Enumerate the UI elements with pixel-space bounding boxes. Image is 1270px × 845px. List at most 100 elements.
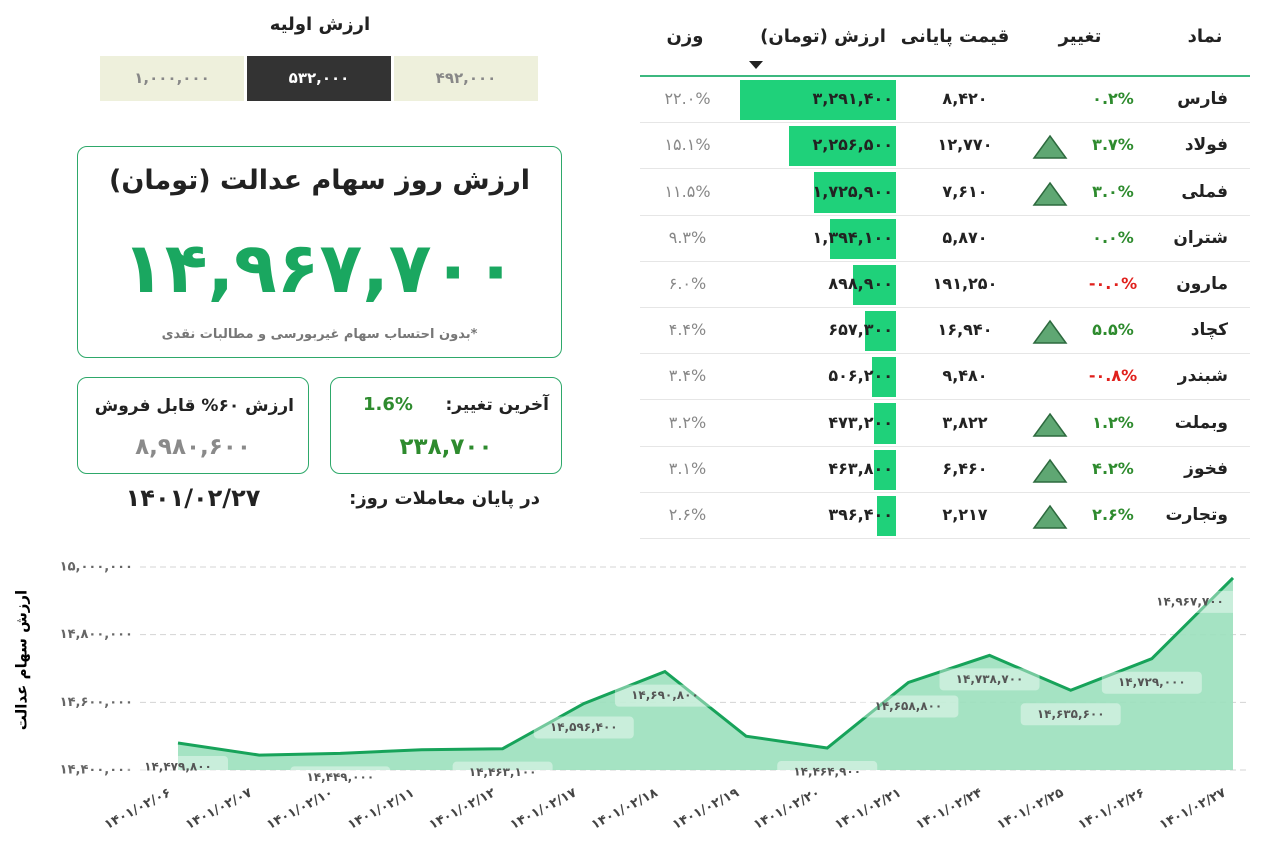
- value-label: ۴۷۳,۲۰۰: [828, 412, 893, 432]
- value-bar: [853, 264, 896, 305]
- weight: ۲۲.۰%: [664, 89, 711, 109]
- initial-value-option[interactable]: ۴۹۲,۰۰۰: [394, 56, 538, 101]
- change: ۴.۲%: [1092, 458, 1134, 478]
- data-label-bg: [128, 756, 228, 779]
- data-label: ۱۴,۶۹۰,۸۰۰: [631, 688, 699, 702]
- data-label: ۱۴,۴۷۹,۸۰۰: [144, 760, 212, 774]
- value-bar: [829, 218, 896, 259]
- value-bar: [789, 126, 896, 167]
- main-card-note: *بدون احتساب سهام غیربورسی و مطالبات نقد…: [161, 327, 478, 342]
- column-header[interactable]: ارزش (تومان): [760, 26, 886, 47]
- value-label: ۱,۷۲۵,۹۰۰: [812, 181, 893, 201]
- value-bar: [872, 357, 896, 398]
- change: ۳.۷%: [1092, 135, 1134, 155]
- symbol: کچاد: [1190, 320, 1228, 341]
- x-tick-label: ۱۴۰۱/۰۲/۱۷: [508, 785, 580, 833]
- x-tick-label: ۱۴۰۱/۰۲/۱۲: [427, 785, 499, 833]
- data-label-bg: [290, 766, 391, 789]
- price: ۵,۸۷۰: [942, 227, 988, 247]
- value-bar: [877, 495, 896, 536]
- area: [178, 577, 1233, 770]
- main-card: ارزش روز سهام عدالت (تومان) ۱۴,۹۶۷,۷۰۰ *…: [77, 146, 562, 358]
- row-separator: [640, 353, 1250, 355]
- weight: ۳.۱%: [668, 458, 707, 478]
- weight: ۱۱.۵%: [664, 181, 711, 201]
- triangle: [1032, 135, 1068, 160]
- initial-value-option[interactable]: ۱,۰۰۰,۰۰۰: [100, 56, 244, 101]
- price: ۱۹۱,۲۵۰: [932, 273, 998, 293]
- table: نماد تغییر قیمت پایانی ارزش (تومان) وزن فارس ۰…: [640, 0, 1250, 540]
- sort-indicator: [749, 61, 763, 69]
- triangle: [1032, 412, 1068, 437]
- y-tick-label: ۱۴,۴۰۰,۰۰۰: [60, 763, 133, 778]
- x-tick-label: ۱۴۰۱/۰۲/۰۶: [102, 785, 173, 833]
- symbol: فملی: [1181, 181, 1228, 202]
- weight: ۳.۲%: [668, 412, 707, 432]
- price: ۷,۶۱۰: [942, 181, 988, 201]
- x-tick-label: ۱۴۰۱/۰۲/۲۱: [832, 785, 903, 833]
- trend-up-icon: [1032, 458, 1068, 483]
- main-card-title: ارزش روز سهام عدالت (تومان): [108, 165, 531, 196]
- triangle: [1032, 458, 1068, 483]
- sellable-title: ارزش ۶۰% قابل فروش: [94, 396, 294, 416]
- symbol: وبملت: [1174, 412, 1228, 433]
- data-label: ۱۴,۴۶۳,۱۰۰: [469, 765, 537, 779]
- x-tick-label: ۱۴۰۱/۰۲/۲۶: [1076, 785, 1147, 833]
- data-label-bg: [939, 668, 1040, 691]
- change-card: آخرین تغییر: 1.6% ۲۳۸,۷۰۰: [330, 377, 562, 474]
- value-label: ۶۵۷,۳۰۰: [828, 320, 893, 340]
- change: ۳.۰%: [1092, 181, 1134, 201]
- symbol: مارون: [1176, 273, 1228, 294]
- value-bar: [873, 403, 896, 444]
- weight: ۲.۶%: [668, 504, 707, 524]
- triangle: [1032, 319, 1068, 344]
- value-bar: [740, 80, 896, 121]
- header-line: [640, 75, 1250, 77]
- change-percent: 1.6%: [363, 394, 413, 415]
- change-value: ۲۳۸,۷۰۰: [399, 434, 493, 460]
- change: -۰.۰%: [1088, 273, 1138, 293]
- data-label-bg: [452, 761, 553, 784]
- change: -۰.۸%: [1088, 366, 1138, 386]
- symbol: شتران: [1173, 227, 1228, 248]
- symbol: فارس: [1177, 89, 1228, 110]
- date-value: ۱۴۰۱/۰۲/۲۷: [125, 484, 261, 512]
- column-header[interactable]: تغییر: [1058, 26, 1102, 47]
- trend-up-icon: [1032, 181, 1068, 206]
- trend-up-icon: [1032, 504, 1068, 529]
- change: ۰.۲%: [1092, 89, 1134, 109]
- data-label-bg: [1020, 703, 1121, 726]
- x-tick-label: ۱۴۰۱/۰۲/۱۸: [589, 785, 661, 833]
- value-label: ۸۹۸,۹۰۰: [828, 273, 893, 293]
- symbol: فولاد: [1184, 135, 1228, 156]
- data-label: ۱۴,۶۵۸,۸۰۰: [875, 699, 943, 713]
- change: ۱.۲%: [1092, 412, 1134, 432]
- price: ۳,۸۲۲: [942, 412, 988, 432]
- x-tick-label: ۱۴۰۱/۰۲/۰۷: [183, 785, 255, 833]
- price: ۱۲,۷۷۰: [937, 135, 993, 155]
- change: ۵.۵%: [1092, 320, 1134, 340]
- data-label-bg: [614, 684, 715, 707]
- y-tick-label: ۱۴,۶۰۰,۰۰۰: [60, 695, 133, 710]
- column-header[interactable]: وزن: [666, 26, 704, 47]
- trend-up-icon: [1032, 135, 1068, 160]
- data-label-bg: [777, 761, 878, 784]
- data-label-bg: [533, 716, 634, 739]
- row-separator: [640, 491, 1250, 493]
- data-label: ۱۴,۷۳۸,۷۰۰: [956, 672, 1024, 686]
- trend-up-icon: [1032, 319, 1068, 344]
- row-separator: [640, 260, 1250, 262]
- initial-value-option[interactable]: ۵۳۲,۰۰۰: [247, 56, 391, 101]
- column-header[interactable]: قیمت پایانی: [900, 26, 1010, 47]
- value-label: ۱,۳۹۴,۱۰۰: [812, 227, 893, 247]
- column-header[interactable]: نماد: [1187, 26, 1223, 47]
- x-tick-label: ۱۴۰۱/۰۲/۲۷: [1157, 785, 1229, 833]
- line: [177, 576, 1235, 757]
- value-label: ۳,۲۹۱,۴۰۰: [812, 89, 893, 109]
- data-label: ۱۴,۷۲۹,۰۰۰: [1118, 675, 1186, 689]
- weight: ۶.۰%: [668, 273, 707, 293]
- symbol: شبندر: [1177, 366, 1228, 387]
- data-label-bg: [1101, 671, 1202, 694]
